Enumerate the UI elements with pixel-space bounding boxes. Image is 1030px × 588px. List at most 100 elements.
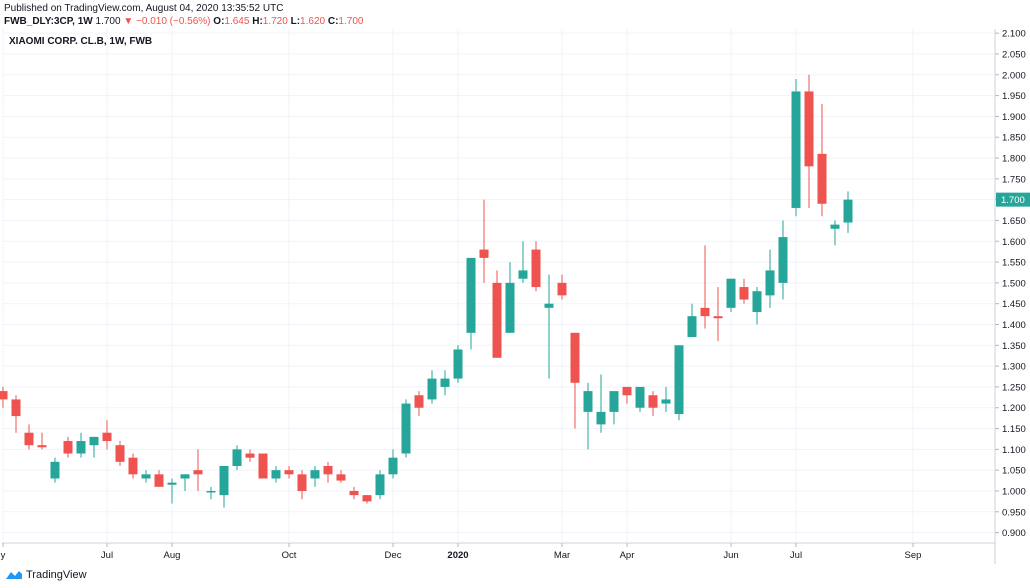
price-tick-label: 0.900 [1002,528,1026,539]
candle-down [115,441,125,467]
candle-body [531,249,541,288]
time-tick-label: Jul [790,550,802,561]
candle-body [596,411,606,425]
price-tick-label: 1.400 [1002,320,1026,331]
candle-body [505,282,515,333]
time-tick-label: Jun [723,550,738,561]
close-label: C: [327,16,339,27]
candle-body [453,349,463,379]
candle-down [258,453,268,479]
candle-body [388,457,398,475]
price-tick-label: 1.000 [1002,486,1026,497]
candle-down [63,436,73,458]
candle-body [739,287,749,300]
candle-body [76,441,86,454]
price-tick-label: 1.550 [1002,258,1026,269]
brand-label: TradingView [26,569,87,581]
candle-down [37,432,47,450]
candle-body [791,91,801,208]
candle-up [791,78,801,217]
candle-body [713,316,723,319]
candle-body [323,466,333,475]
price-tick-label: 2.050 [1002,49,1026,60]
time-tick-label: Sep [905,550,922,561]
candle-body [700,307,710,317]
footer[interactable]: TradingView [6,569,87,581]
candle-body [817,153,827,204]
candle-body [557,282,567,296]
candle-body [154,474,164,487]
price-axis[interactable]: 2.100 2.050 2.000 1.950 1.900 1.850 1.800 1.750… [995,29,1030,539]
price-tick-label: 1.050 [1002,466,1026,477]
candle-body [466,257,476,333]
price-tick-label: 1.600 [1002,237,1026,248]
candle-up [50,457,60,483]
candle-body [752,291,762,313]
price-tick-label: 1.200 [1002,403,1026,414]
candle-body [271,470,281,479]
time-tick-label: Mar [554,550,570,561]
candle-up [518,241,528,283]
time-tick-label: 2020 [447,550,468,561]
candle-down [193,449,203,491]
candle-body [622,386,632,396]
time-tick-label: Apr [620,550,635,561]
candle-body [830,224,840,229]
candle-up [596,374,606,433]
candle-up [674,345,684,421]
time-tick-label: y [1,550,6,561]
price-tick-label: 1.800 [1002,154,1026,165]
candle-up [726,278,736,313]
candle-up [453,345,463,383]
candle-body [440,378,450,387]
price-tick-label: 1.350 [1002,341,1026,352]
candle-body [310,470,320,479]
candle-down [414,391,424,417]
price-tick-label: 1.650 [1002,216,1026,227]
candle-body [427,378,437,400]
candle-body [336,474,346,481]
candle-body [687,316,697,337]
candle-down [804,74,814,208]
candle-body [102,432,112,442]
candle-down [245,449,255,462]
candle-body [349,490,359,496]
candle-down [700,245,710,329]
candle-up [778,220,788,300]
candle-down [622,386,632,404]
candle-body [765,270,775,296]
candle-body [219,466,229,496]
candle-body [648,395,658,408]
price-chart[interactable]: 2.100 2.050 2.000 1.950 1.900 1.850 1.800 1.750… [0,29,1030,565]
candle-down [102,420,112,450]
symbol-label: FWB_DLY:3CP, 1W [4,16,93,27]
price-tick-label: 1.150 [1002,424,1026,435]
candle-down [154,470,164,487]
candle-body [661,399,671,404]
candle-body [414,395,424,408]
candle-body [0,391,8,400]
candle-body [63,441,73,454]
time-tick-label: Oct [282,550,297,561]
candle-up [635,386,645,412]
candle-body [167,482,177,485]
time-axis[interactable]: y Jul Aug Oct Dec 2020 Mar Apr Jun Jul Sep [1,543,922,561]
candle-up [843,191,853,233]
candle-body [804,91,814,167]
price-tick-label: 2.100 [1002,29,1026,40]
candle-up [544,274,554,379]
candle-body [50,461,60,479]
candle-up [830,220,840,246]
price-tick-label: 2.000 [1002,70,1026,81]
candle-body [297,474,307,491]
price-tick-label: 1.100 [1002,445,1026,456]
candle-body [115,445,125,462]
candle-up [752,287,762,325]
header: Published on TradingView.com, August 04,… [4,2,363,28]
candle-down [284,466,294,479]
candle-down [557,274,567,300]
high-label: H: [252,16,263,27]
price-tick-label: 0.950 [1002,507,1026,518]
candle-body [401,403,411,454]
published-line: Published on TradingView.com, August 04,… [4,3,284,14]
